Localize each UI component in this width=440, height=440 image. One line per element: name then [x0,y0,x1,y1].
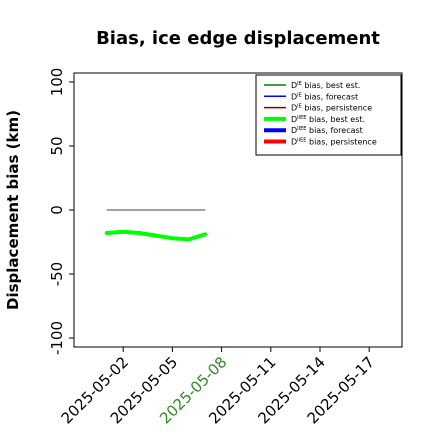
series-line [104,229,208,242]
y-tick-label: -50 [48,262,66,287]
y-tick-label: 50 [48,136,66,155]
y-axis-label: Displacement bias (km) [4,110,22,310]
legend-label: DIIEE bias, forecast [291,126,363,135]
legend-label: DIIEE bias, persistence [291,138,377,147]
legend: DIE bias, best est. DIE bias, forecast DIE… [255,74,402,156]
legend-label: DIE bias, best est. [291,81,360,90]
y-tick-label: -100 [48,321,66,355]
chart-title: Bias, ice edge displacement [96,28,380,49]
y-tick-label: 0 [48,205,66,215]
plot-area: 100500-50-1002025-05-022025-05-052025-05… [48,68,403,427]
legend-label: DIE bias, persistence [291,104,372,113]
y-tick-label: 100 [48,68,66,97]
legend-label: DIIEE bias, best est. [291,115,365,124]
legend-label: DIE bias, forecast [291,92,358,101]
